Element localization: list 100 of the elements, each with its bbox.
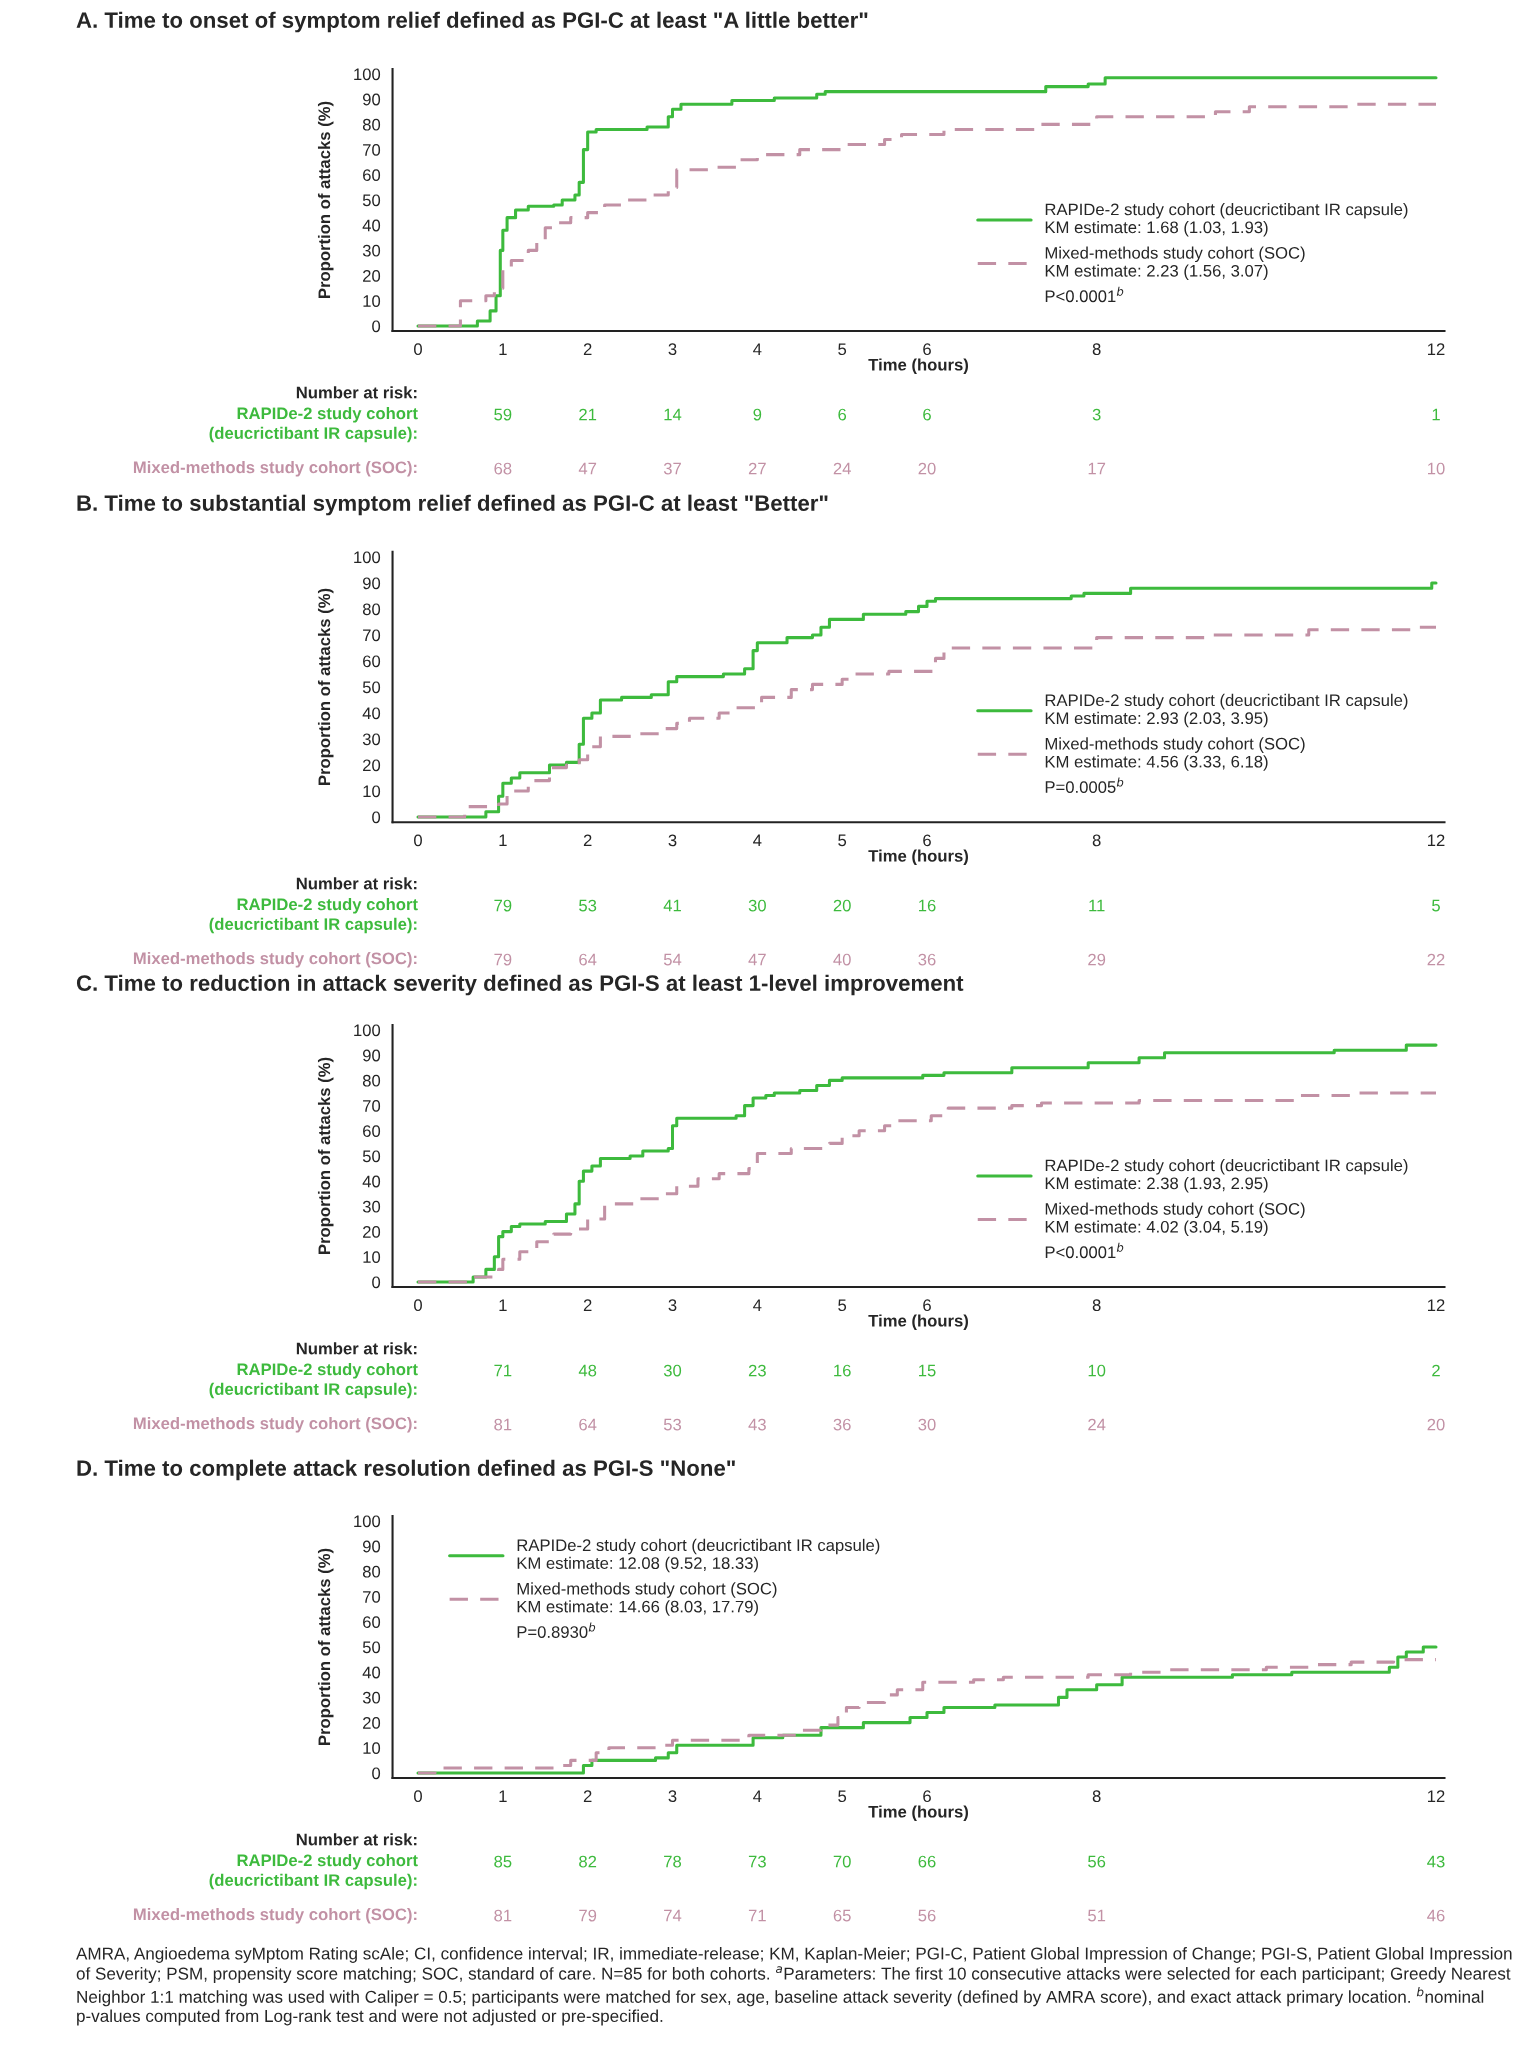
y-tick-label: 50 — [362, 194, 381, 207]
text: 20 — [833, 899, 851, 912]
y-tick-label: 90 — [362, 577, 381, 590]
annotation: KM estimate: 14.66 (8.03, 17.79) — [517, 1600, 758, 1616]
annotation: P=0.0005$^{b}$ — [1045, 777, 1124, 793]
text: 56 — [918, 1909, 936, 1922]
y-tick-label: 0 — [372, 811, 381, 824]
y-tick-label: 20 — [363, 1717, 381, 1729]
text: 36 — [833, 1418, 851, 1431]
y-tick-label: 80 — [362, 118, 381, 131]
text: 9 — [753, 408, 762, 421]
x-tick-label: 12 — [1428, 834, 1445, 847]
text: 29 — [1088, 953, 1106, 966]
text: Mixed-methods study cohort (SOC): — [133, 952, 417, 968]
text: 2 — [1432, 1364, 1440, 1377]
x-tick-label: 12 — [1428, 1790, 1445, 1802]
text: RAPIDe-2 study cohort (deucrictibant IR capsule): — [209, 407, 418, 443]
x-tick-label: 4 — [753, 343, 762, 355]
y-tick-label: 20 — [363, 270, 381, 282]
text: 82 — [579, 1855, 597, 1868]
text: 64 — [579, 1418, 597, 1431]
text: 56 — [1088, 1855, 1106, 1868]
legend-label: RAPIDe-2 study cohort (deucrictibant IR capsule) — [1045, 203, 1408, 219]
x-tick-label: 6 — [923, 343, 931, 356]
x-tick-label: 0 — [414, 1299, 422, 1312]
y-tick-label: 20 — [363, 759, 381, 772]
x-tick-label: 2 — [583, 343, 592, 355]
text: 79 — [494, 899, 512, 912]
y-tick-label: 60 — [363, 1616, 381, 1628]
y-tick-label: 80 — [362, 1074, 381, 1087]
text: Number at risk: — [296, 1833, 417, 1846]
text: 27 — [748, 462, 766, 475]
text: 79 — [579, 1909, 597, 1922]
y-axis-title: Proportion of attacks (%) — [317, 101, 334, 298]
text: Mixed-methods study cohort (SOC): — [133, 1417, 417, 1433]
text: 10 — [1428, 462, 1445, 475]
x-tick-label: 3 — [668, 1790, 677, 1803]
annotation: P=0.8930$^{b}$ — [517, 1622, 596, 1638]
x-axis-title: Time (hours) — [868, 849, 969, 866]
y-tick-label: 20 — [363, 1226, 381, 1238]
x-tick-label: 0 — [414, 343, 422, 356]
y-tick-label: 50 — [362, 1150, 381, 1163]
text: 81 — [494, 1418, 512, 1431]
text: 10 — [1088, 1364, 1106, 1377]
text: 85 — [494, 1855, 512, 1868]
x-tick-label: 3 — [668, 834, 677, 847]
y-axis-title: Proportion of attacks (%) — [317, 1057, 334, 1254]
text: 16 — [919, 899, 936, 912]
x-tick-label: 3 — [668, 1299, 677, 1312]
text: 22 — [1427, 953, 1445, 966]
annotation: KM estimate: 2.23 (1.56, 3.07) — [1045, 264, 1268, 281]
text: 23 — [748, 1364, 766, 1377]
text: 71 — [748, 1909, 766, 1922]
text: 59 — [494, 408, 512, 421]
text: 30 — [918, 1418, 936, 1431]
text: RAPIDe-2 study cohort (deucrictibant IR capsule): — [209, 1363, 418, 1399]
y-tick-label: 70 — [363, 144, 381, 156]
x-tick-label: 1 — [499, 1790, 507, 1802]
legend-label: RAPIDe-2 study cohort (deucrictibant IR capsule) — [1045, 693, 1408, 710]
y-tick-label: 90 — [362, 93, 381, 106]
text: 16 — [834, 1364, 851, 1377]
text: RAPIDe-2 study cohort (deucrictibant IR capsule): — [209, 898, 418, 934]
y-tick-label: 40 — [362, 707, 381, 720]
text: 1 — [1432, 408, 1440, 421]
text: 30 — [663, 1364, 682, 1377]
text: 51 — [1088, 1909, 1106, 1922]
y-tick-label: 40 — [362, 1175, 381, 1188]
text: 66 — [918, 1855, 936, 1868]
y-tick-label: 40 — [362, 219, 381, 232]
legend-label: Mixed-methods study cohort (SOC) — [517, 1582, 777, 1598]
text: 17 — [1088, 462, 1106, 475]
text: 36 — [918, 953, 936, 966]
text: 21 — [579, 408, 597, 421]
legend-label: RAPIDe-2 study cohort (deucrictibant IR capsule) — [517, 1538, 880, 1555]
y-tick-label: 90 — [362, 1049, 381, 1062]
y-tick-label: 30 — [362, 244, 381, 257]
x-axis-title: Time (hours) — [868, 1314, 969, 1330]
legend-label: Mixed-methods study cohort (SOC) — [1045, 737, 1305, 753]
x-tick-label: 5 — [838, 834, 847, 847]
text: 73 — [748, 1855, 766, 1868]
y-tick-label: 100 — [354, 1024, 381, 1037]
x-axis-title: Time (hours) — [868, 1805, 969, 1821]
chart-title: D. Time to complete attack resolution defined as PGI-S "None" — [77, 1459, 735, 1481]
annotation: P<0.0001$^{b}$ — [1045, 286, 1124, 303]
text: Number at risk: — [296, 1342, 417, 1355]
text: 47 — [578, 462, 597, 475]
x-tick-label: 12 — [1428, 1299, 1445, 1311]
text: AMRA, Angioedema syMptom Rating scAle; CI, confidence interval; IR, immediate-release; KM, Kaplan-Meier; PGI-C, Patient Global Impression of Change; PGI-S, Patient Global Impression of Severity; PSM, propensity score matching; SOC, standard of care. N=85 for both cohorts. $^{a}$Parameters: The first 10 consecutive attacks were selected for each participant; Greedy Nearest Neighbor 1:1 matching was used with Caliper = 0.5; participants were matched for sex, age, baseline attack severity (defined by AMRA score), and exact attack primary location. $^{b}$nominal p-values computed from Log-rank test and were not adjusted or pre-specified. — [76, 1947, 1512, 2026]
y-tick-label: 0 — [372, 320, 381, 333]
x-tick-label: 4 — [753, 1299, 762, 1311]
y-axis-title: Proportion of attacks (%) — [317, 588, 334, 785]
annotation: KM estimate: 12.08 (9.52, 18.33) — [517, 1556, 758, 1573]
text: 3 — [1092, 408, 1101, 421]
text: 6 — [838, 408, 847, 421]
annotation: KM estimate: 4.02 (3.04, 5.19) — [1045, 1220, 1268, 1237]
y-tick-label: 60 — [363, 655, 381, 668]
text: 53 — [579, 899, 597, 912]
x-tick-label: 2 — [583, 1299, 592, 1311]
text: 79 — [494, 953, 512, 966]
y-tick-label: 100 — [354, 1515, 381, 1528]
